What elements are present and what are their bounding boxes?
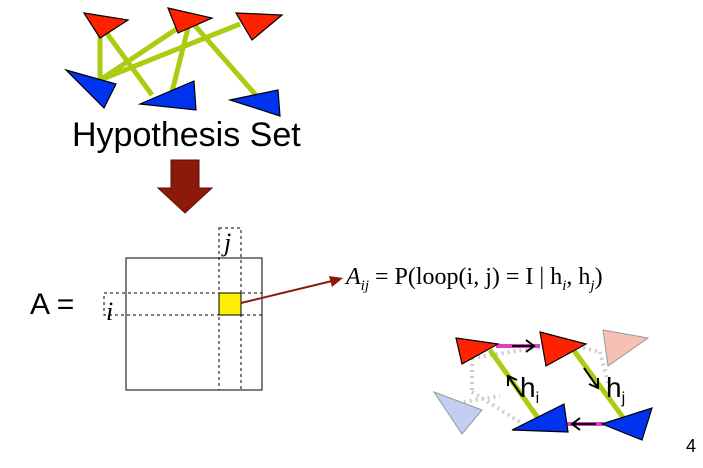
faint-edge [598, 351, 612, 391]
hypothesis-blue-triangle [227, 89, 281, 117]
matrix-box [125, 257, 263, 391]
col-index-label: j [224, 228, 232, 257]
formula-rest: = P(loop(i, j) = I | h [369, 264, 563, 290]
hypothesis-blue-triangle [137, 80, 197, 111]
loop-diagram [432, 329, 653, 441]
hypothesis-set-title: Hypothesis Set [72, 116, 301, 154]
hypothesis-red-triangle [82, 12, 130, 39]
matrix-name-label: A = [30, 288, 75, 321]
arrow-hi [507, 374, 523, 397]
formula-A-sub: ij [360, 277, 370, 294]
down-arrow [156, 159, 214, 214]
hypothesis-blue-triangle [63, 68, 117, 110]
faded-blue-triangle [432, 390, 483, 435]
page-number: 4 [686, 436, 697, 456]
hypothesis-red-triangle [167, 7, 214, 34]
arrow-top [512, 339, 536, 353]
cell-to-formula-arrowhead [329, 276, 343, 287]
hypothesis-edge [99, 21, 241, 83]
hypothesis-graph [63, 7, 284, 117]
faint-edge [471, 344, 549, 360]
faint-edge [451, 394, 501, 406]
arrow-bottom [570, 417, 596, 431]
hypothesis-edge [188, 18, 264, 104]
loop-blue-triangle [600, 407, 653, 441]
formula-h2-sub: j [590, 277, 595, 294]
hypothesis-edge [97, 22, 155, 97]
formula-end: ) [594, 264, 603, 290]
cell-to-formula-arrow [240, 280, 333, 304]
row-band [103, 292, 263, 316]
hypothesis-red-triangle [234, 12, 284, 41]
loop-red-triangle [539, 331, 588, 367]
h-j-label: hj [606, 372, 626, 407]
loop-blue-triangle [511, 403, 569, 433]
faint-edge [470, 390, 522, 424]
h-i-label: hi [520, 372, 540, 407]
matrix-A [103, 227, 263, 391]
loop-red-triangle [455, 337, 500, 365]
matrix-cell-highlight [218, 292, 242, 316]
row-index-label: i [106, 297, 114, 326]
formula-mid: , h [566, 264, 591, 290]
formula-h1-sub: i [562, 277, 567, 294]
faded-red-triangle [602, 329, 650, 367]
formula: Aij = P(loop(i, j) = I | hi, hj) [346, 264, 603, 295]
formula-A: A [346, 264, 361, 290]
hypothesis-edge [98, 17, 192, 83]
arrow-hj [583, 367, 599, 390]
hypothesis-edge [169, 19, 193, 93]
